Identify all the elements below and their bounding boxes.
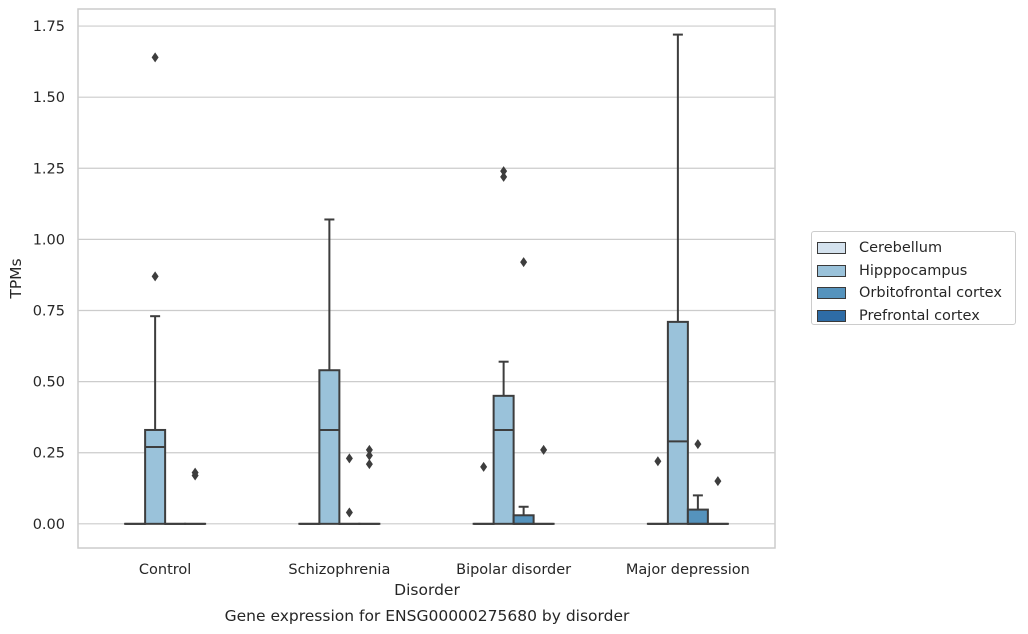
y-tick-label: 0.75 [33, 303, 65, 319]
x-tick-label: Schizophrenia [288, 562, 390, 578]
outlier-point [540, 444, 548, 455]
x-tick-label: Control [139, 562, 191, 578]
outlier-point [345, 453, 353, 464]
outlier-point [365, 450, 373, 461]
legend-item-cerebellum: Cerebellum [817, 237, 1015, 260]
outlier-point [500, 171, 508, 182]
y-tick-label: 1.75 [33, 19, 65, 35]
legend-item-orbitofrontal-cortex: Orbitofrontal cortex [817, 282, 1015, 305]
outlier-point [480, 461, 488, 472]
outlier-point [714, 476, 722, 487]
legend-label-cerebellum: Cerebellum [859, 240, 943, 257]
box [144, 428, 167, 525]
box [686, 508, 709, 525]
box [512, 514, 535, 525]
legend-swatch-orbitofrontal-cortex [817, 287, 846, 300]
legend-label-hippocampus: Hipppocampus [859, 262, 968, 279]
box [492, 394, 515, 525]
legend-swatch-cerebellum [817, 242, 846, 255]
legend-item-prefrontal-cortex: Prefrontal cortex [817, 305, 1015, 328]
plot-frame [77, 8, 776, 549]
y-tick-label: 1.25 [33, 161, 65, 177]
box [318, 369, 341, 525]
outlier-point [345, 507, 353, 518]
x-axis-label: Disorder [394, 581, 460, 599]
outlier-point [654, 456, 662, 467]
legend-label-prefrontal-cortex: Prefrontal cortex [859, 307, 980, 324]
legend-swatch-prefrontal-cortex [817, 309, 846, 322]
chart-caption: Gene expression for ENSG00000275680 by d… [224, 607, 630, 625]
outlier-point [191, 467, 199, 478]
y-tick-label: 1.00 [33, 232, 65, 248]
legend-swatch-hippocampus [817, 264, 846, 277]
outlier-point [365, 444, 373, 455]
box [666, 320, 689, 525]
y-axis-label: TPMs [7, 258, 25, 299]
outlier-point [500, 166, 508, 177]
outlier-point [365, 459, 373, 470]
y-tick-label: 0.25 [33, 446, 65, 462]
outlier-point [520, 257, 528, 268]
outlier-point [151, 271, 159, 282]
outlier-point [694, 439, 702, 450]
y-tick-label: 1.50 [33, 90, 65, 106]
x-tick-label: Major depression [626, 562, 750, 578]
legend-item-hippocampus: Hipppocampus [817, 260, 1015, 283]
x-tick-label: Bipolar disorder [456, 562, 571, 578]
outlier-point [151, 52, 159, 63]
y-tick-label: 0.00 [33, 517, 65, 533]
legend: Cerebellum Hipppocampus Orbitofrontal co… [811, 231, 1016, 325]
legend-label-orbitofrontal-cortex: Orbitofrontal cortex [859, 285, 1002, 302]
y-tick-label: 0.50 [33, 375, 65, 391]
